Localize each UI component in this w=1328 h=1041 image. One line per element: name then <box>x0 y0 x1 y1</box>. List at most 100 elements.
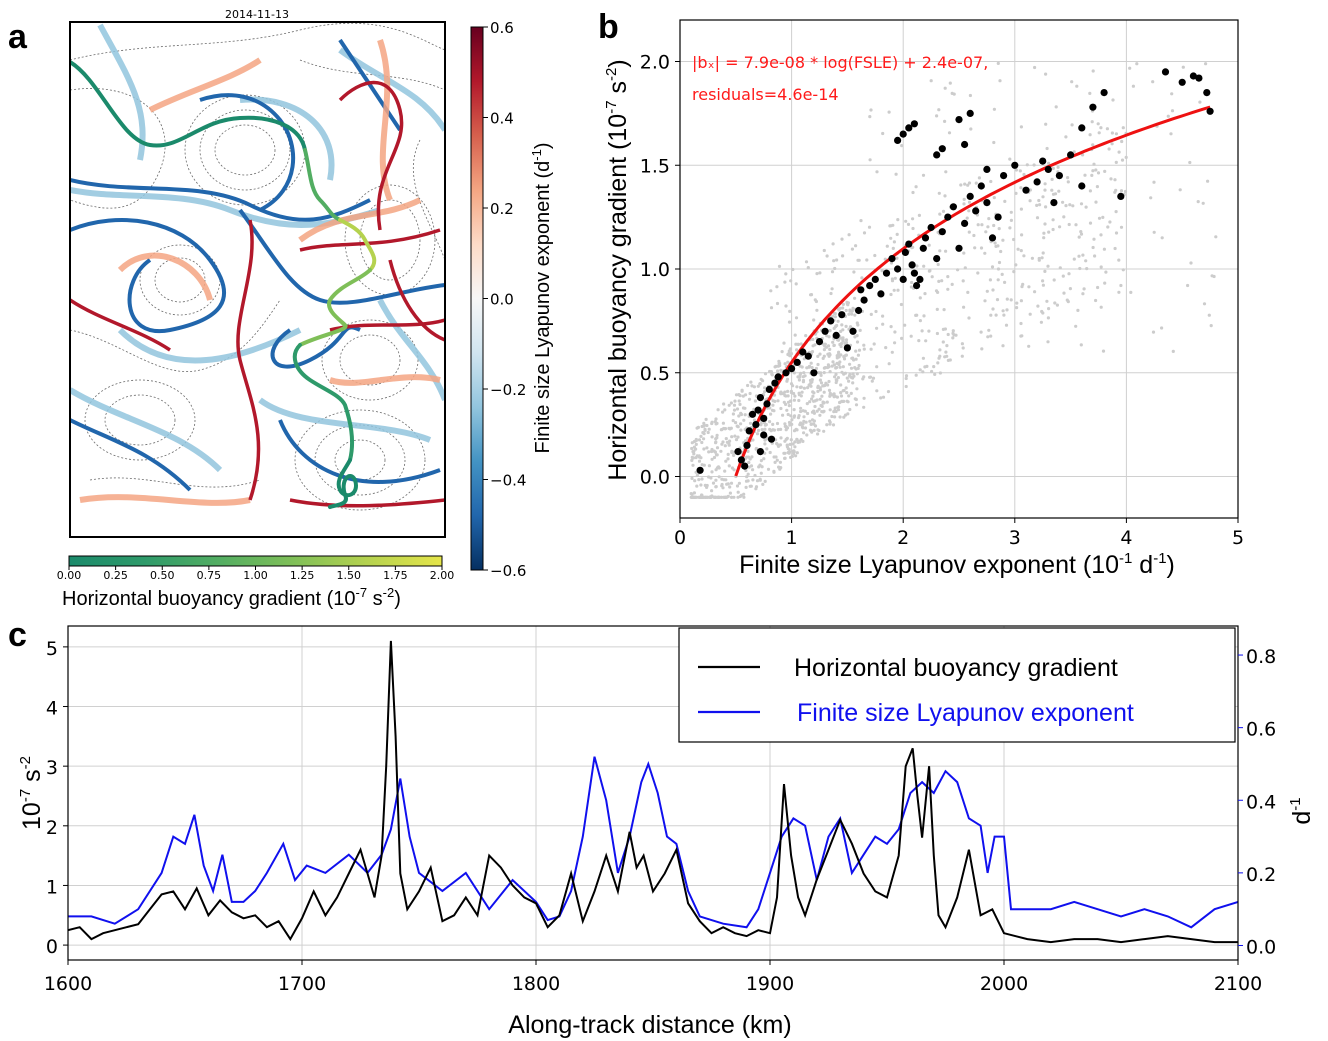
matched-point <box>1011 161 1019 169</box>
background-point <box>795 451 799 455</box>
background-point <box>832 392 836 396</box>
background-point <box>711 481 716 485</box>
background-point <box>956 268 960 272</box>
background-point <box>994 244 998 248</box>
background-point <box>726 457 730 461</box>
background-point <box>706 430 710 435</box>
background-point <box>1091 69 1095 73</box>
background-point <box>1008 226 1012 230</box>
background-point <box>818 352 822 356</box>
background-point <box>868 375 873 379</box>
background-point <box>1101 349 1106 353</box>
background-point <box>755 479 760 483</box>
background-point <box>800 425 805 429</box>
background-point <box>1088 189 1092 193</box>
background-point <box>1018 169 1022 173</box>
background-point <box>816 354 820 358</box>
background-point <box>693 479 697 483</box>
background-point <box>834 378 838 382</box>
background-point <box>875 389 879 393</box>
matched-point <box>921 234 930 242</box>
background-point <box>1120 139 1124 144</box>
background-point <box>779 466 783 470</box>
background-point <box>1027 285 1031 289</box>
background-point <box>747 460 751 465</box>
matched-point <box>1089 103 1097 111</box>
background-point <box>799 394 803 398</box>
background-point <box>768 427 772 431</box>
scatter-y-tick-label: 0.0 <box>640 467 670 489</box>
background-point <box>1040 256 1044 260</box>
background-point <box>695 454 699 458</box>
matched-point <box>1189 72 1197 80</box>
background-point <box>854 244 858 248</box>
background-point <box>1082 287 1086 291</box>
legend-box <box>678 627 1236 743</box>
background-point <box>979 246 984 250</box>
background-point <box>854 403 859 407</box>
background-point <box>714 417 718 421</box>
background-point <box>1044 122 1048 126</box>
background-point <box>702 437 706 441</box>
background-point <box>745 475 749 479</box>
background-point <box>1152 230 1156 234</box>
background-point <box>786 412 790 417</box>
background-point <box>771 403 775 407</box>
background-point <box>707 427 711 431</box>
background-point <box>946 275 950 279</box>
background-point <box>1019 299 1024 303</box>
background-point <box>775 442 779 446</box>
background-point <box>794 316 799 320</box>
background-point <box>910 280 914 285</box>
timeseries-frame <box>67 625 1239 961</box>
background-point <box>700 463 704 467</box>
background-point <box>962 202 966 206</box>
background-point <box>962 197 966 201</box>
background-point <box>980 223 984 227</box>
matched-point <box>771 379 779 387</box>
background-point <box>720 477 724 481</box>
background-point <box>950 282 954 286</box>
background-point <box>1030 256 1034 260</box>
background-point <box>840 370 844 374</box>
legend-fsle-label: Finite size Lyapunov exponent <box>797 699 1134 727</box>
background-point <box>805 433 809 437</box>
background-point <box>889 236 893 240</box>
background-point <box>747 397 752 401</box>
background-point <box>937 356 941 360</box>
background-point <box>1188 160 1192 165</box>
background-point <box>790 418 794 422</box>
background-point <box>746 383 750 388</box>
background-point <box>875 326 879 330</box>
background-point <box>831 314 835 318</box>
background-point <box>786 389 790 393</box>
background-point <box>853 397 857 401</box>
background-point <box>780 350 784 354</box>
background-point <box>1113 178 1117 182</box>
background-point <box>873 253 877 258</box>
matched-point <box>913 282 921 290</box>
background-point <box>788 309 792 313</box>
background-point <box>735 484 740 488</box>
background-point <box>789 414 793 418</box>
background-point <box>937 279 941 283</box>
background-point <box>765 447 769 451</box>
background-point <box>924 339 928 343</box>
background-point <box>734 393 739 397</box>
background-point <box>795 385 799 389</box>
background-point <box>992 223 996 228</box>
background-point <box>1074 324 1078 328</box>
background-point <box>1077 235 1081 239</box>
background-point <box>1149 196 1153 200</box>
background-point <box>736 435 740 439</box>
background-point <box>918 296 922 300</box>
background-point <box>1121 268 1125 272</box>
background-point <box>1119 283 1123 288</box>
background-point <box>795 348 799 352</box>
background-point <box>806 411 810 416</box>
background-point <box>980 347 984 351</box>
background-point <box>719 449 723 453</box>
background-point <box>1097 216 1102 220</box>
background-point <box>787 451 791 455</box>
background-point <box>1152 180 1156 184</box>
